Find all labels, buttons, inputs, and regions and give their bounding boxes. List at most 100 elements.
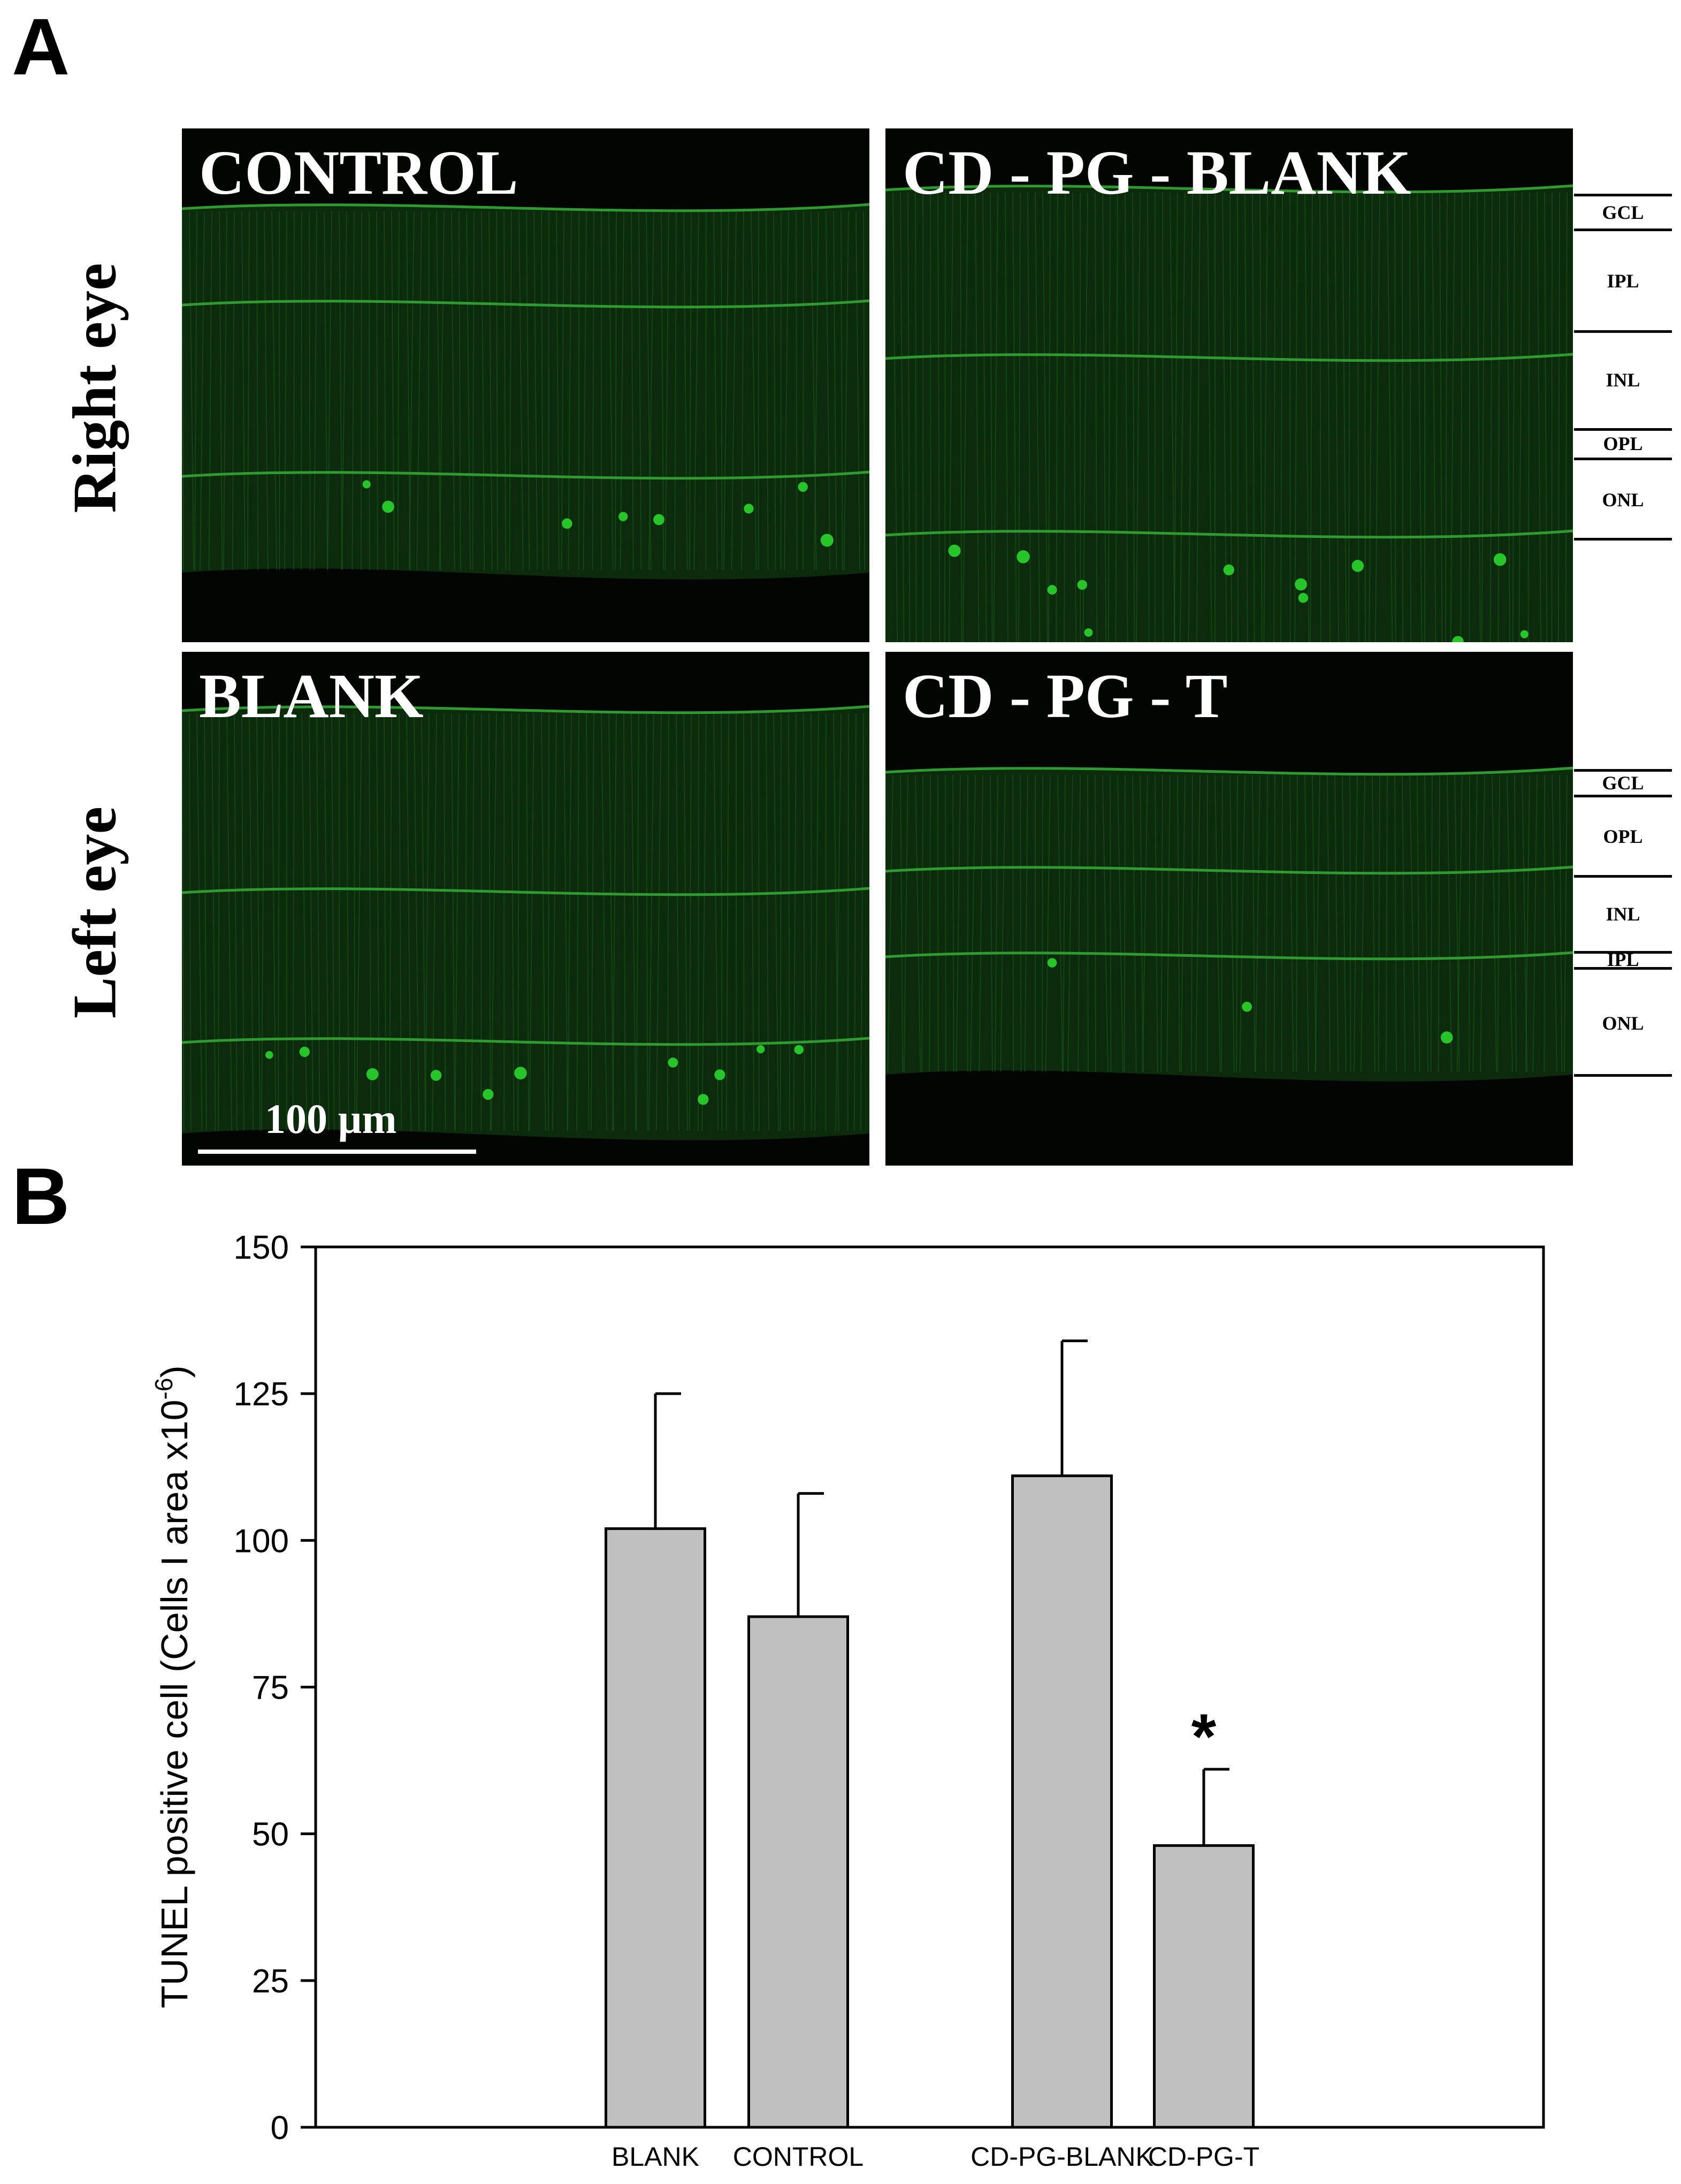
- muller-fiber: [907, 192, 911, 642]
- muller-fiber: [1479, 774, 1485, 1072]
- muller-fiber: [636, 713, 639, 1131]
- muller-fiber: [1374, 192, 1380, 642]
- muller-fiber: [1312, 774, 1317, 1072]
- muller-fiber: [324, 211, 328, 570]
- muller-fiber: [552, 713, 557, 1131]
- layer-edge: [885, 951, 1573, 961]
- muller-fiber: [541, 211, 544, 570]
- tunel-positive-cell: [430, 1070, 442, 1081]
- muller-fiber: [766, 713, 769, 1131]
- layer-boundary: [1574, 229, 1672, 231]
- muller-fiber: [803, 211, 804, 570]
- layer-label-opl: OPL: [1603, 826, 1643, 847]
- y-tick-label: 0: [271, 2110, 289, 2147]
- muller-fiber: [952, 774, 954, 1072]
- muller-fiber: [773, 211, 776, 570]
- muller-fiber: [247, 211, 250, 570]
- tunel-positive-cell: [1493, 553, 1507, 566]
- muller-fiber: [1244, 192, 1248, 642]
- tunel-positive-cell: [1520, 630, 1529, 638]
- muller-fiber: [693, 211, 699, 570]
- muller-fiber: [241, 211, 246, 570]
- muller-fiber: [503, 211, 507, 570]
- muller-fiber: [1020, 774, 1022, 1072]
- muller-fiber: [1447, 774, 1452, 1072]
- layer-edge: [182, 1037, 869, 1046]
- muller-fiber: [408, 211, 415, 570]
- muller-fiber: [376, 211, 378, 570]
- retina-tissue-image: [182, 652, 869, 1166]
- muller-fiber: [208, 211, 212, 570]
- muller-fiber: [352, 211, 355, 570]
- muller-fiber: [592, 211, 594, 570]
- muller-fiber: [1394, 774, 1397, 1072]
- muller-fiber: [200, 211, 205, 570]
- muller-fiber: [1565, 192, 1568, 642]
- muller-fiber: [182, 713, 185, 1131]
- muller-fiber: [1497, 774, 1500, 1072]
- bar: [1153, 1844, 1255, 2129]
- muller-fiber: [1439, 192, 1443, 642]
- muller-fiber: [301, 713, 308, 1131]
- muller-fiber: [547, 713, 549, 1131]
- y-tick-label: 75: [252, 1670, 289, 1707]
- y-axis-label: TUNEL positive cell (Cells I area x10-6): [150, 1365, 195, 2008]
- muller-fiber: [1334, 774, 1339, 1072]
- muller-fiber: [471, 713, 475, 1131]
- muller-fiber: [1387, 192, 1393, 642]
- muller-fiber: [1117, 774, 1124, 1072]
- panel-letter-b: B: [12, 1151, 70, 1241]
- tunel-positive-cell: [362, 480, 371, 489]
- muller-fiber: [855, 211, 861, 570]
- muller-fiber: [583, 211, 587, 570]
- retina-tissue-image: [885, 128, 1573, 642]
- muller-fiber: [921, 774, 923, 1072]
- layer-edge: [182, 887, 869, 896]
- muller-fiber: [1296, 774, 1298, 1072]
- muller-fiber: [1166, 774, 1171, 1072]
- muller-fiber: [1563, 774, 1568, 1072]
- muller-fiber: [1409, 192, 1412, 642]
- muller-fiber: [563, 713, 568, 1131]
- muller-fiber: [601, 713, 607, 1131]
- tunel-positive-cell: [948, 544, 961, 557]
- muller-fiber: [1357, 192, 1359, 642]
- layer-label-ipl: IPL: [1607, 270, 1639, 292]
- muller-fiber: [1378, 774, 1380, 1072]
- tunel-positive-cell: [382, 500, 394, 513]
- muller-fiber: [271, 211, 278, 570]
- tunel-positive-cell: [1047, 958, 1057, 968]
- muller-fiber: [360, 211, 362, 570]
- muller-fiber: [833, 713, 839, 1131]
- muller-fiber: [1263, 192, 1268, 642]
- muller-fiber: [1334, 192, 1339, 642]
- muller-fiber: [731, 211, 737, 570]
- muller-fiber: [1259, 192, 1263, 642]
- muller-fiber: [496, 211, 499, 570]
- muller-fiber: [1222, 192, 1227, 642]
- bar: [747, 1615, 849, 2129]
- muller-fiber: [1438, 774, 1440, 1072]
- muller-fiber: [1481, 192, 1485, 642]
- muller-fiber: [788, 713, 790, 1131]
- muller-fiber: [219, 211, 223, 570]
- muller-fiber: [741, 211, 744, 570]
- muller-fiber: [1229, 774, 1235, 1072]
- muller-fiber: [751, 211, 757, 570]
- muller-fiber: [376, 713, 380, 1131]
- y-tick-label: 50: [252, 1816, 289, 1853]
- muller-fiber: [1445, 192, 1448, 642]
- muller-fiber: [766, 211, 769, 570]
- tunel-positive-cell: [514, 1067, 527, 1080]
- muller-fiber: [1265, 774, 1268, 1072]
- tunel-positive-cell: [618, 512, 628, 521]
- x-tick-label: BLANK: [612, 2142, 699, 2172]
- layer-boundary: [1574, 967, 1672, 970]
- layer-boundary: [1574, 538, 1672, 541]
- muller-fiber: [1532, 774, 1538, 1072]
- muller-fiber: [341, 211, 347, 570]
- muller-fiber: [1135, 192, 1141, 642]
- muller-fiber: [1315, 774, 1320, 1072]
- muller-fiber: [1142, 774, 1148, 1072]
- muller-fiber: [903, 774, 908, 1072]
